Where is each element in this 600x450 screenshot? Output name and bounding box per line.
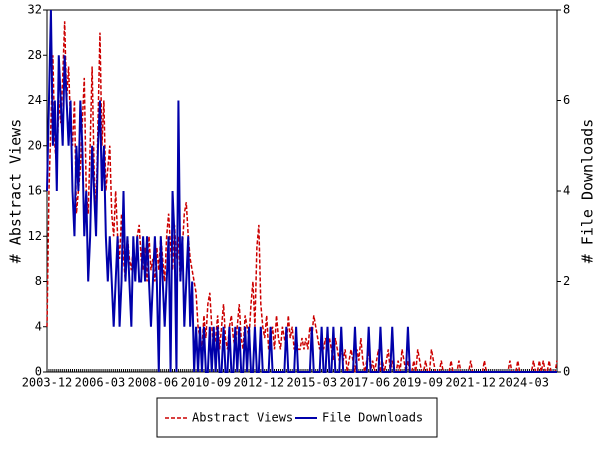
x-tick-label: 2019-09 — [392, 376, 443, 390]
x-tick-label: 2006-03 — [75, 376, 126, 390]
y2-tick-label: 0 — [563, 365, 570, 379]
y-tick-label: 0 — [35, 365, 42, 379]
y2-axis-title: # File Downloads — [579, 119, 597, 264]
x-tick-label: 2010-09 — [181, 376, 232, 390]
y-axis-title: # Abstract Views — [7, 119, 25, 264]
y2-tick-label: 4 — [563, 184, 570, 198]
series-line — [46, 21, 558, 373]
x-tick-label: 2024-03 — [498, 376, 549, 390]
y-tick-label: 4 — [35, 319, 42, 333]
legend-label: File Downloads — [322, 411, 423, 425]
x-tick-label: 2015-03 — [287, 376, 338, 390]
y2-tick-label: 8 — [563, 3, 570, 17]
y2-tick-label: 6 — [563, 93, 570, 107]
y-tick-label: 16 — [28, 184, 42, 198]
x-tick-label: 2017-06 — [339, 376, 390, 390]
y2-tick-label: 2 — [563, 274, 570, 288]
y-tick-label: 32 — [28, 3, 42, 17]
x-tick-label: 2012-12 — [234, 376, 285, 390]
y-tick-label: 28 — [28, 48, 42, 62]
x-tick-label: 2021-12 — [445, 376, 496, 390]
x-tick-label: 2008-06 — [128, 376, 179, 390]
series-line — [46, 9, 557, 373]
y-tick-label: 20 — [28, 138, 42, 152]
legend-label: Abstract Views — [192, 411, 293, 425]
y-tick-label: 12 — [28, 229, 42, 243]
x-tick-label: 2003-12 — [22, 376, 73, 390]
y-tick-label: 8 — [35, 274, 42, 288]
y-tick-label: 24 — [28, 93, 42, 107]
